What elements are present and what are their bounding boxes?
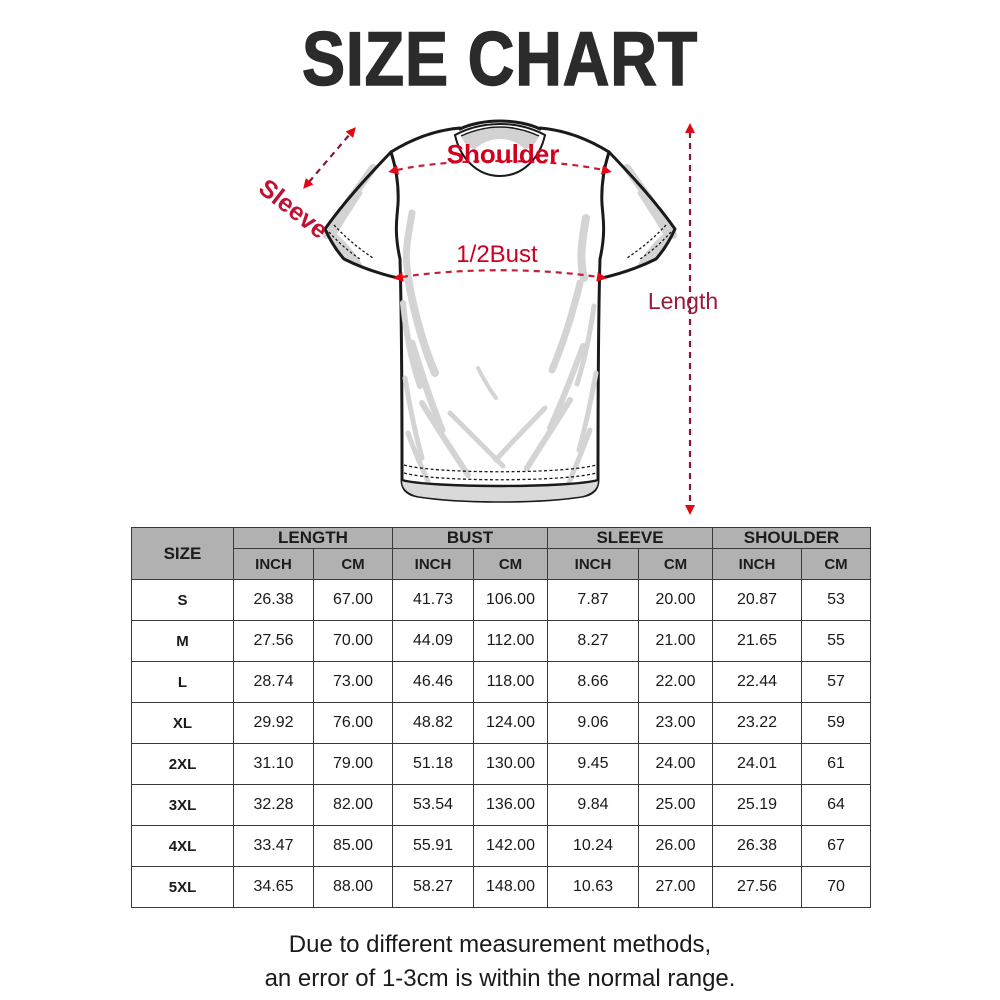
svg-text:Shoulder: Shoulder <box>447 139 560 169</box>
svg-text:1/2Bust: 1/2Bust <box>456 241 538 268</box>
svg-text:Length: Length <box>648 288 718 314</box>
svg-text:Sleeve: Sleeve <box>253 174 333 245</box>
